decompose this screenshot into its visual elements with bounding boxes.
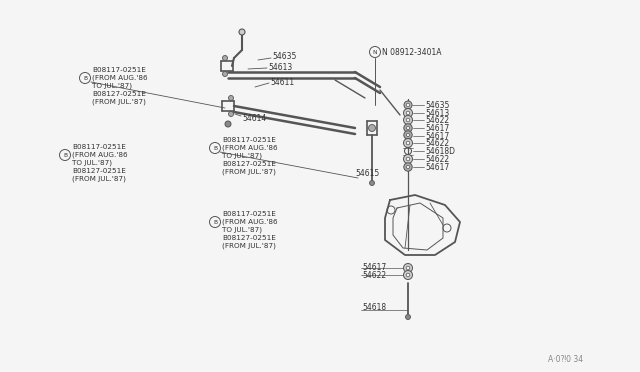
- Text: 54622: 54622: [362, 270, 386, 279]
- Text: B08117-0251E: B08117-0251E: [222, 137, 276, 143]
- Text: B: B: [63, 153, 67, 157]
- Circle shape: [406, 141, 410, 145]
- Text: 54611: 54611: [270, 77, 294, 87]
- Text: B08127-0251E: B08127-0251E: [222, 235, 276, 241]
- Text: N: N: [372, 49, 377, 55]
- Circle shape: [406, 134, 410, 137]
- Circle shape: [404, 131, 412, 139]
- Text: 54617: 54617: [425, 131, 449, 141]
- Text: (FROM AUG.'86: (FROM AUG.'86: [222, 145, 278, 151]
- Text: 54617: 54617: [425, 163, 449, 171]
- Text: B08117-0251E: B08117-0251E: [72, 144, 126, 150]
- Text: (FROM AUG.'86: (FROM AUG.'86: [92, 75, 148, 81]
- Text: TO JUL.'87): TO JUL.'87): [72, 160, 112, 166]
- Circle shape: [403, 263, 413, 273]
- Circle shape: [406, 314, 410, 320]
- Circle shape: [406, 273, 410, 277]
- Text: TO JUL.'87): TO JUL.'87): [222, 153, 262, 159]
- Text: (FROM JUL.'87): (FROM JUL.'87): [222, 243, 276, 249]
- Text: B: B: [213, 145, 217, 151]
- Circle shape: [369, 125, 376, 131]
- Circle shape: [406, 111, 410, 115]
- Circle shape: [223, 55, 227, 61]
- Text: B08117-0251E: B08117-0251E: [222, 211, 276, 217]
- Text: 54613: 54613: [268, 62, 292, 71]
- Circle shape: [404, 163, 412, 171]
- Text: TO JUL.'87): TO JUL.'87): [92, 83, 132, 89]
- Text: 54622: 54622: [425, 115, 449, 125]
- Circle shape: [406, 103, 410, 107]
- Circle shape: [228, 112, 234, 116]
- Text: (FROM AUG.'86: (FROM AUG.'86: [222, 219, 278, 225]
- Text: 54618: 54618: [362, 304, 386, 312]
- Text: B: B: [213, 219, 217, 224]
- Text: 54613: 54613: [425, 109, 449, 118]
- Text: 54614: 54614: [242, 113, 266, 122]
- Circle shape: [239, 29, 245, 35]
- Text: (FROM JUL.'87): (FROM JUL.'87): [72, 176, 126, 182]
- Text: 54618D: 54618D: [425, 147, 455, 155]
- Text: 54615: 54615: [355, 169, 380, 177]
- Circle shape: [406, 118, 410, 122]
- Circle shape: [403, 109, 413, 118]
- Circle shape: [406, 266, 410, 270]
- Text: B08127-0251E: B08127-0251E: [222, 161, 276, 167]
- Circle shape: [403, 138, 413, 148]
- Text: 54635: 54635: [425, 100, 449, 109]
- Circle shape: [406, 126, 410, 129]
- Circle shape: [228, 96, 234, 100]
- Text: B08127-0251E: B08127-0251E: [92, 91, 146, 97]
- Text: 54622: 54622: [425, 154, 449, 164]
- Text: 54635: 54635: [272, 51, 296, 61]
- Circle shape: [406, 166, 410, 169]
- Text: B: B: [83, 76, 87, 80]
- Text: (FROM JUL.'87): (FROM JUL.'87): [222, 169, 276, 175]
- Text: (FROM AUG.'86: (FROM AUG.'86: [72, 152, 127, 158]
- Text: A·0⁈0 34: A·0⁈0 34: [548, 356, 583, 365]
- Circle shape: [225, 121, 231, 127]
- Text: 54617: 54617: [362, 263, 387, 273]
- Circle shape: [403, 270, 413, 279]
- Circle shape: [223, 71, 227, 77]
- Text: (FROM JUL.'87): (FROM JUL.'87): [92, 99, 146, 105]
- Text: TO JUL.'87): TO JUL.'87): [222, 227, 262, 233]
- Circle shape: [404, 124, 412, 132]
- Text: B08117-0251E: B08117-0251E: [92, 67, 146, 73]
- Text: 54622: 54622: [425, 138, 449, 148]
- Circle shape: [403, 154, 413, 164]
- Circle shape: [403, 115, 413, 125]
- Text: N 08912-3401A: N 08912-3401A: [382, 48, 442, 57]
- Circle shape: [369, 180, 374, 186]
- Text: B08127-0251E: B08127-0251E: [72, 168, 126, 174]
- Circle shape: [404, 101, 412, 109]
- Text: 54617: 54617: [425, 124, 449, 132]
- Circle shape: [406, 157, 410, 161]
